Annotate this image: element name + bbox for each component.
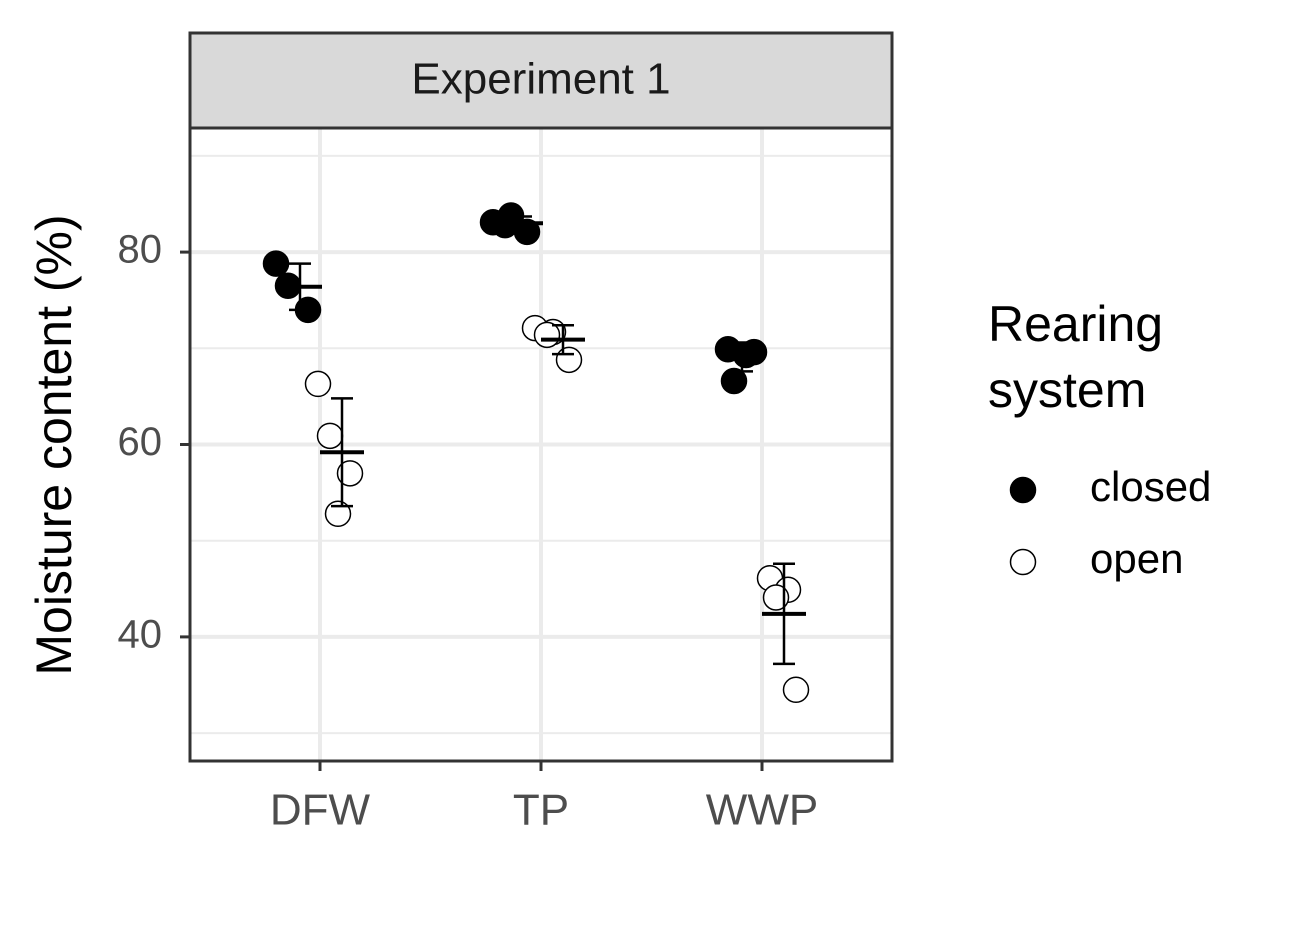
y-tick-label: 60 <box>118 420 163 464</box>
panel-border <box>188 126 894 763</box>
y-tick-label: 80 <box>118 228 163 272</box>
point <box>324 500 352 528</box>
legend-title: Rearing <box>988 296 1163 352</box>
y-tick-label: 40 <box>118 612 163 656</box>
x-tick-label: TP <box>513 786 569 835</box>
point <box>316 422 344 450</box>
legend-label: open <box>1090 535 1183 582</box>
facet-title: Experiment 1 <box>411 55 670 104</box>
point <box>336 460 364 487</box>
point <box>555 346 583 374</box>
point <box>720 367 748 395</box>
point <box>762 584 790 611</box>
legend-label: closed <box>1090 463 1211 510</box>
y-axis-label: Moisture content (%) <box>26 214 82 675</box>
legend-swatch <box>1009 548 1037 576</box>
point <box>782 676 810 704</box>
legend-swatch <box>1009 476 1037 504</box>
legend-title: system <box>988 362 1146 418</box>
point <box>304 370 332 398</box>
x-tick-label: WWP <box>706 786 818 835</box>
x-tick-label: DFW <box>270 786 371 835</box>
point <box>262 250 290 277</box>
facet-strip <box>188 31 894 130</box>
